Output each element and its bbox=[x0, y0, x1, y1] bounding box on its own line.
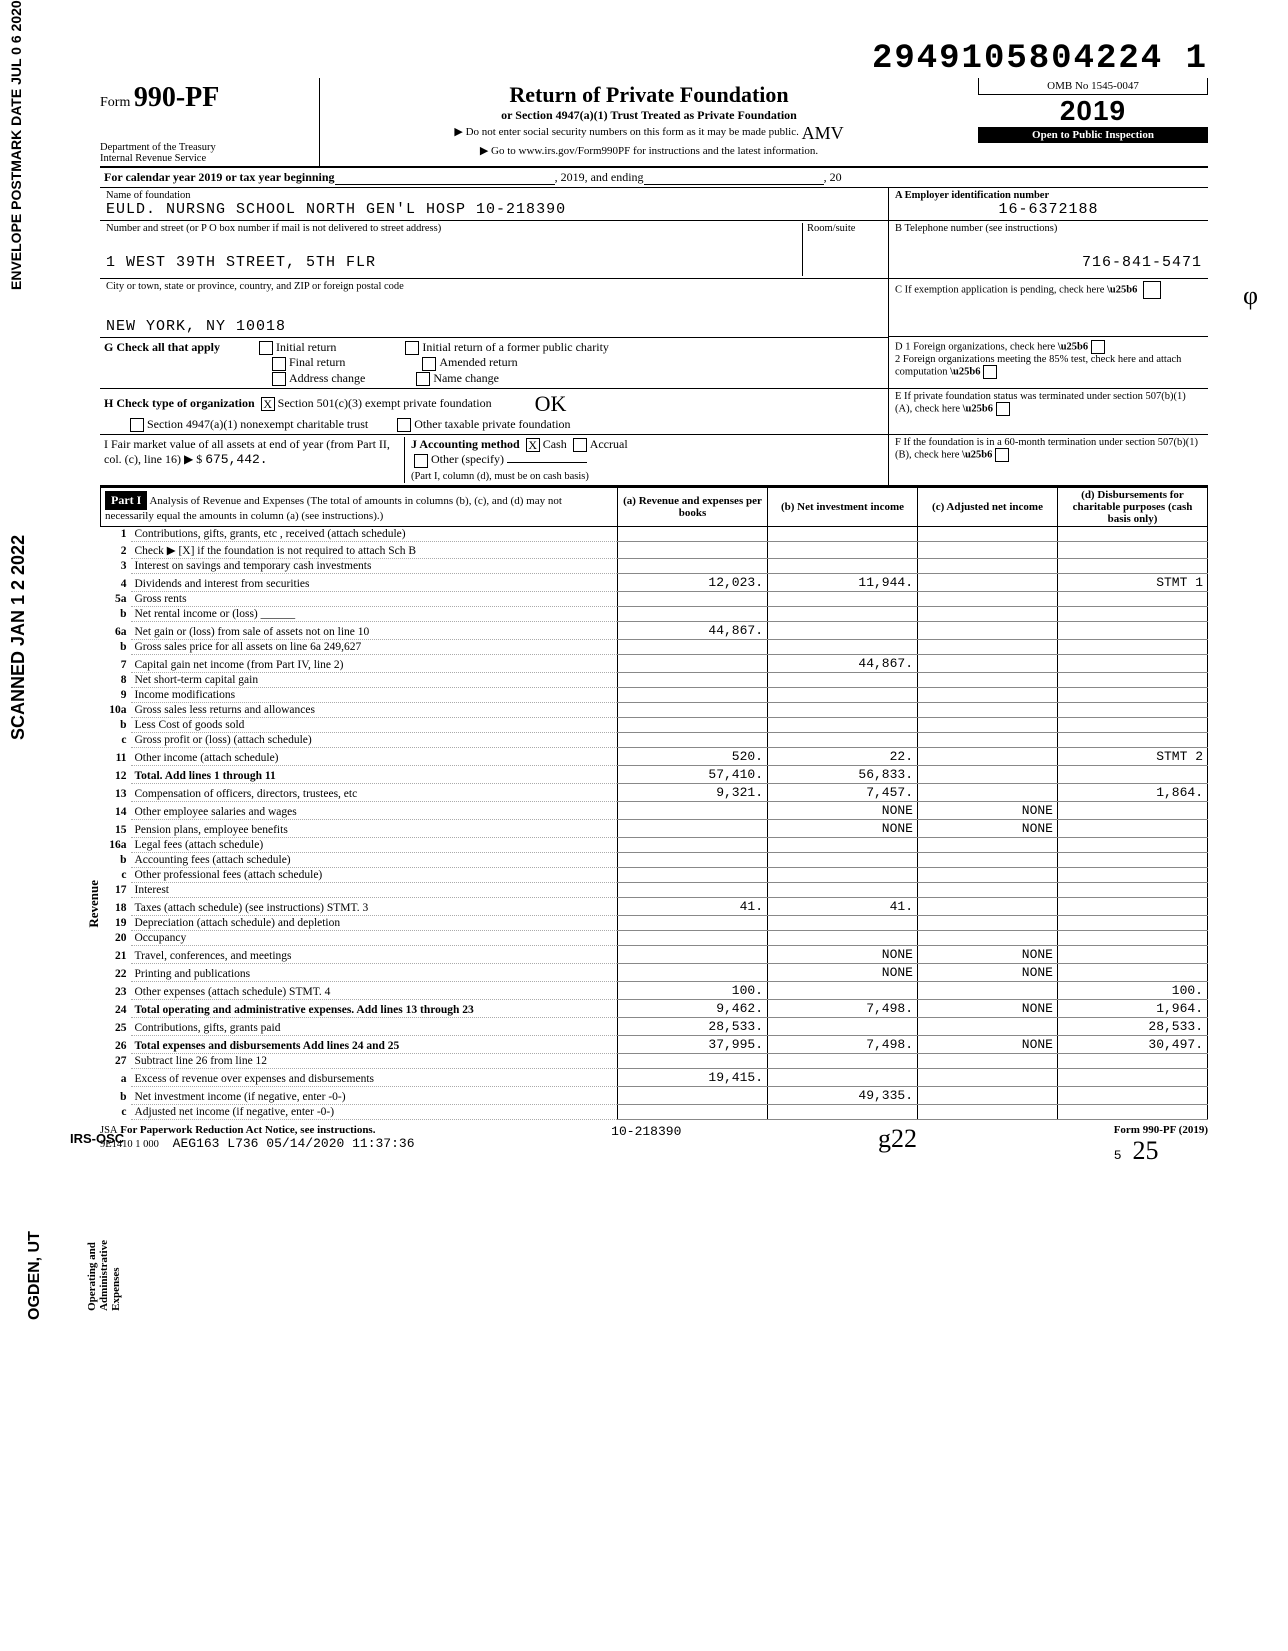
omb-number: OMB No 1545-0047 bbox=[978, 78, 1208, 95]
table-row: bNet rental income or (loss) ______ bbox=[101, 606, 1208, 621]
table-row: 26Total expenses and disbursements Add l… bbox=[101, 1035, 1208, 1053]
table-row: 3Interest on savings and temporary cash … bbox=[101, 558, 1208, 573]
j-cash-checkbox: X bbox=[526, 438, 540, 452]
table-row: 1Contributions, gifts, grants, etc , rec… bbox=[101, 526, 1208, 541]
city-row: City or town, state or province, country… bbox=[100, 279, 888, 338]
table-row: 11Other income (attach schedule)520.22.S… bbox=[101, 747, 1208, 765]
table-row: 8Net short-term capital gain bbox=[101, 672, 1208, 687]
revenue-side-label: Revenue bbox=[86, 880, 102, 928]
irs-osc-stamp: IRS-OSC bbox=[70, 1131, 124, 1146]
table-row: 4Dividends and interest from securities1… bbox=[101, 573, 1208, 591]
street-address: 1 WEST 39TH STREET, 5TH FLR bbox=[106, 254, 802, 271]
table-row: 24Total operating and administrative exp… bbox=[101, 999, 1208, 1017]
scanned-stamp: SCANNED JAN 1 2 2022 bbox=[8, 535, 29, 740]
table-row: 2Check ▶ [X] if the foundation is not re… bbox=[101, 541, 1208, 558]
open-inspection: Open to Public Inspection bbox=[978, 127, 1208, 143]
table-row: 17Interest bbox=[101, 882, 1208, 897]
table-row: 13Compensation of officers, directors, t… bbox=[101, 783, 1208, 801]
postmark-stamp: ENVELOPE POSTMARK DATE JUL 0 6 2020 bbox=[8, 0, 24, 290]
table-row: 20Occupancy bbox=[101, 930, 1208, 945]
tel-block: B Telephone number (see instructions) 71… bbox=[889, 221, 1208, 279]
address-row: Number and street (or P O box number if … bbox=[100, 221, 888, 279]
footer: JSA For Paperwork Reduction Act Notice, … bbox=[100, 1124, 1208, 1166]
ein-value: 16-6372188 bbox=[895, 201, 1202, 218]
table-row: cAdjusted net income (if negative, enter… bbox=[101, 1104, 1208, 1119]
city-state-zip: NEW YORK, NY 10018 bbox=[106, 318, 882, 335]
hand-phi: φ bbox=[1243, 281, 1258, 311]
table-row: 7Capital gain net income (from Part IV, … bbox=[101, 654, 1208, 672]
table-row: 10aGross sales less returns and allowanc… bbox=[101, 702, 1208, 717]
e-terminated: E If private foundation status was termi… bbox=[888, 389, 1208, 434]
table-row: 23Other expenses (attach schedule) STMT.… bbox=[101, 981, 1208, 999]
col-d-header: (d) Disbursements for charitable purpose… bbox=[1058, 487, 1208, 526]
c-exemption: C If exemption application is pending, c… bbox=[889, 279, 1208, 337]
part1-table: Part I Analysis of Revenue and Expenses … bbox=[100, 487, 1208, 1120]
hand-amv: AMV bbox=[802, 123, 844, 143]
fmv-value: 675,442. bbox=[205, 452, 267, 467]
table-row: 9Income modifications bbox=[101, 687, 1208, 702]
part1-header: Part I bbox=[105, 491, 147, 510]
table-row: 22Printing and publicationsNONENONE bbox=[101, 963, 1208, 981]
table-row: 21Travel, conferences, and meetingsNONEN… bbox=[101, 945, 1208, 963]
dln-number: 2949105804224 1 bbox=[872, 40, 1208, 78]
hand-signature: g22 bbox=[878, 1124, 917, 1153]
hand-ok: OK bbox=[535, 391, 567, 416]
hand-25: 25 bbox=[1133, 1136, 1159, 1165]
h-501c3-checkbox: X bbox=[261, 397, 275, 411]
ssn-warning: ▶ Do not enter social security numbers o… bbox=[328, 123, 970, 144]
table-row: bGross sales price for all assets on lin… bbox=[101, 639, 1208, 654]
form-subtitle: or Section 4947(a)(1) Trust Treated as P… bbox=[328, 108, 970, 123]
table-row: 14Other employee salaries and wagesNONEN… bbox=[101, 801, 1208, 819]
dept-treasury: Department of the Treasury Internal Reve… bbox=[100, 142, 313, 164]
name-label: Name of foundation EULD. NURSNG SCHOOL N… bbox=[100, 188, 888, 221]
ein-block: A Employer identification number 16-6372… bbox=[889, 188, 1208, 221]
table-row: bNet investment income (if negative, ent… bbox=[101, 1086, 1208, 1104]
calendar-year-line: For calendar year 2019 or tax year begin… bbox=[100, 168, 1208, 188]
expenses-side-label: Operating and Administrative Expenses bbox=[86, 1240, 122, 1311]
col-a-header: (a) Revenue and expenses per books bbox=[618, 487, 768, 526]
table-row: 15Pension plans, employee benefitsNONENO… bbox=[101, 819, 1208, 837]
d-foreign: D 1 Foreign organizations, check here \u… bbox=[888, 338, 1208, 388]
table-row: 19Depreciation (attach schedule) and dep… bbox=[101, 915, 1208, 930]
batch-stamp: AEG163 L736 05/14/2020 11:37:36 bbox=[173, 1136, 415, 1151]
goto-line: ▶ Go to www.irs.gov/Form990PF for instru… bbox=[328, 144, 970, 157]
table-row: bLess Cost of goods sold bbox=[101, 717, 1208, 732]
room-suite-label: Room/suite bbox=[807, 223, 882, 234]
foundation-name: EULD. NURSNG SCHOOL NORTH GEN'L HOSP 10-… bbox=[106, 201, 882, 218]
tax-year: 2019 bbox=[978, 95, 1208, 127]
h-org-type: H Check type of organization XSection 50… bbox=[100, 389, 888, 434]
table-row: aExcess of revenue over expenses and dis… bbox=[101, 1068, 1208, 1086]
ogden-stamp: OGDEN, UT bbox=[26, 1231, 44, 1320]
table-row: 25Contributions, gifts, grants paid28,53… bbox=[101, 1017, 1208, 1035]
table-row: 18Taxes (attach schedule) (see instructi… bbox=[101, 897, 1208, 915]
form-title: Return of Private Foundation bbox=[328, 82, 970, 108]
pra-notice: For Paperwork Reduction Act Notice, see … bbox=[120, 1124, 375, 1136]
client-id: 10-218390 bbox=[611, 1124, 681, 1166]
table-row: 5aGross rents bbox=[101, 591, 1208, 606]
g-check-all: G Check all that apply Initial return In… bbox=[100, 338, 888, 388]
tel-value: 716-841-5471 bbox=[895, 254, 1202, 271]
table-row: 27Subtract line 26 from line 12 bbox=[101, 1053, 1208, 1068]
page-num: 5 bbox=[1114, 1148, 1122, 1163]
i-fmv: I Fair market value of all assets at end… bbox=[100, 435, 888, 485]
form-number: Form 990-PF bbox=[100, 82, 313, 114]
form-ref: Form 990-PF (2019) bbox=[1114, 1124, 1208, 1136]
table-row: cGross profit or (loss) (attach schedule… bbox=[101, 732, 1208, 747]
part1-title: Analysis of Revenue and Expenses (The to… bbox=[105, 495, 562, 522]
table-row: 16aLegal fees (attach schedule) bbox=[101, 837, 1208, 852]
f-60month: F If the foundation is in a 60-month ter… bbox=[888, 435, 1208, 485]
table-row: 6aNet gain or (loss) from sale of assets… bbox=[101, 621, 1208, 639]
col-b-header: (b) Net investment income bbox=[768, 487, 918, 526]
table-row: 12Total. Add lines 1 through 1157,410.56… bbox=[101, 765, 1208, 783]
col-c-header: (c) Adjusted net income bbox=[918, 487, 1058, 526]
table-row: bAccounting fees (attach schedule) bbox=[101, 852, 1208, 867]
table-row: cOther professional fees (attach schedul… bbox=[101, 867, 1208, 882]
